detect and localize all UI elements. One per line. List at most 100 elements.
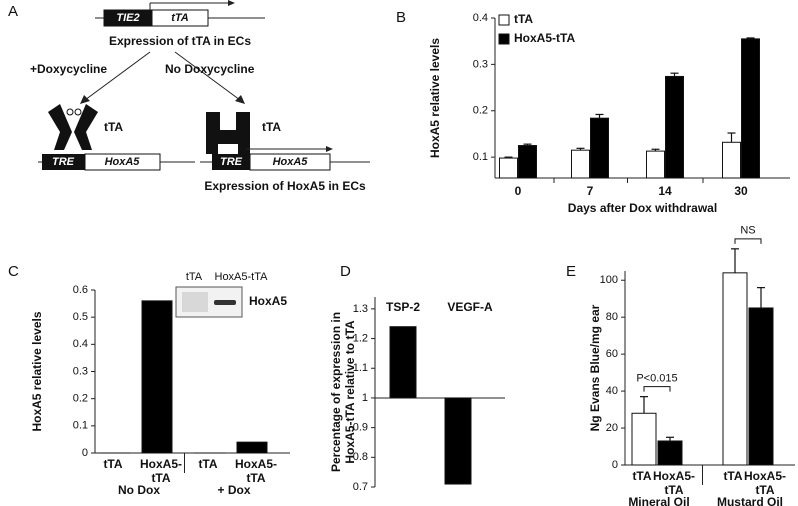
y-tick-label: 20 bbox=[606, 422, 618, 434]
arrow bbox=[84, 51, 151, 101]
caption: Expression of tTA in ECs bbox=[109, 34, 251, 48]
lane-label: HoxA5-tTA bbox=[215, 271, 269, 283]
bar-label: tTA bbox=[723, 469, 742, 483]
bar bbox=[722, 141, 741, 179]
y-tick-label: 1 bbox=[362, 392, 368, 404]
panel-label: E bbox=[566, 263, 576, 280]
legend-swatch bbox=[498, 33, 510, 45]
group-label: No Dox bbox=[118, 483, 160, 497]
x-tick-label: 30 bbox=[734, 184, 748, 198]
y-tick-label: 80 bbox=[606, 311, 618, 323]
y-tick-label: 1.1 bbox=[353, 362, 368, 374]
significance-bracket bbox=[734, 238, 762, 244]
bar bbox=[631, 412, 657, 466]
blot-label: HoxA5 bbox=[249, 294, 287, 308]
y-tick-label: 0.2 bbox=[73, 393, 88, 405]
bar bbox=[646, 150, 665, 179]
arrow bbox=[174, 51, 241, 101]
bar bbox=[590, 117, 609, 179]
y-tick-label: 0.4 bbox=[73, 338, 88, 350]
y-tick-label: 0.2 bbox=[473, 105, 488, 117]
y-tick-label: 1.2 bbox=[353, 332, 368, 344]
tre-box bbox=[42, 154, 85, 170]
group-label: Mustard Oil bbox=[717, 495, 783, 506]
y-axis-label: HoxA5 relative levels bbox=[30, 311, 44, 431]
x-tick-label: 0 bbox=[515, 184, 522, 198]
y-tick-label: 1.3 bbox=[353, 303, 368, 315]
x-tick-label: 14 bbox=[658, 184, 672, 198]
y-tick-label: 0.3 bbox=[73, 365, 88, 377]
x-axis-label: Days after Dox withdrawal bbox=[568, 201, 717, 215]
arrow-head bbox=[228, 0, 235, 6]
panel-label: A bbox=[8, 3, 18, 20]
dox bbox=[66, 108, 74, 116]
annotation: P<0.015 bbox=[636, 373, 677, 385]
western-blot-inset: tTA HoxA5-tTA HoxA5 bbox=[175, 271, 287, 318]
bar-label: tTA bbox=[632, 469, 651, 483]
y-tick-label: 0.8 bbox=[353, 451, 368, 463]
bar bbox=[389, 326, 417, 399]
protein bbox=[48, 104, 72, 150]
y-tick-label: 0.3 bbox=[473, 58, 488, 70]
bar-label: tTA bbox=[198, 457, 217, 471]
y-tick-label: 0 bbox=[82, 447, 88, 459]
protein bbox=[74, 104, 98, 150]
bar bbox=[571, 149, 590, 179]
y-tick-label: 0.1 bbox=[73, 420, 88, 432]
y-axis-label: HoxA5 relative levels bbox=[428, 38, 442, 158]
tre-box bbox=[212, 154, 250, 170]
y-tick-label: 0.5 bbox=[73, 311, 88, 323]
category-label: TSP-2 bbox=[386, 300, 420, 314]
y-tick-label: 0.1 bbox=[473, 151, 488, 163]
y-axis-label: Percentage of expression inHoxA5-tTA rel… bbox=[329, 312, 357, 472]
y-tick-label: 0.4 bbox=[473, 12, 488, 24]
bar-label: HoxA5-tTA bbox=[744, 469, 786, 497]
bar-label: tTA bbox=[103, 457, 122, 471]
diagram: TIE2 tTA Expression of tTA in ECs +Doxyc… bbox=[30, 0, 370, 193]
group-label: Mineral Oil bbox=[628, 495, 689, 506]
bar bbox=[499, 157, 518, 179]
y-tick-label: 40 bbox=[606, 385, 618, 397]
panel-label: C bbox=[8, 263, 19, 280]
bar bbox=[722, 272, 748, 466]
bar-label: HoxA5-tTA bbox=[140, 457, 182, 485]
y-tick-label: 0.6 bbox=[73, 284, 88, 296]
promoter-label: TIE2 bbox=[116, 12, 139, 24]
legend-label: tTA bbox=[514, 12, 533, 26]
gene-box bbox=[84, 153, 161, 171]
legend-swatch bbox=[498, 14, 510, 26]
gene-box bbox=[249, 153, 331, 171]
legend-label: HoxA5-tTA bbox=[514, 31, 575, 45]
bar-label: HoxA5-tTA bbox=[653, 469, 695, 497]
bar bbox=[741, 38, 760, 179]
bar bbox=[236, 441, 268, 454]
annotation: NS bbox=[740, 225, 755, 237]
y-axis-label: Ng Evans Blue/mg ear bbox=[588, 304, 602, 431]
dox bbox=[74, 108, 82, 116]
bar bbox=[657, 440, 683, 466]
element-label: TRE bbox=[220, 156, 243, 168]
gene-label: HoxA5 bbox=[105, 156, 141, 168]
x-tick-label: 7 bbox=[587, 184, 594, 198]
caption: Expression of HoxA5 in ECs bbox=[204, 179, 366, 193]
arrow-head bbox=[235, 95, 245, 104]
branch-label: No Doxycycline bbox=[165, 62, 255, 76]
arrow-head bbox=[326, 146, 333, 152]
panel-label: B bbox=[396, 9, 406, 26]
blot-band bbox=[214, 300, 236, 305]
category-label: VEGF-A bbox=[447, 300, 493, 314]
y-tick-label: 0 bbox=[612, 459, 618, 471]
bar bbox=[665, 75, 684, 179]
lane-label: tTA bbox=[186, 271, 203, 283]
protein bbox=[206, 112, 250, 154]
bar bbox=[518, 145, 537, 179]
arrow-head bbox=[80, 95, 90, 104]
bar bbox=[748, 307, 774, 466]
gene-label: tTA bbox=[171, 12, 189, 24]
bar bbox=[444, 397, 472, 485]
blot-lane bbox=[182, 292, 208, 312]
element-label: TRE bbox=[52, 156, 75, 168]
y-tick-label: 0.9 bbox=[353, 422, 368, 434]
bar-label: HoxA5-tTA bbox=[235, 457, 277, 485]
